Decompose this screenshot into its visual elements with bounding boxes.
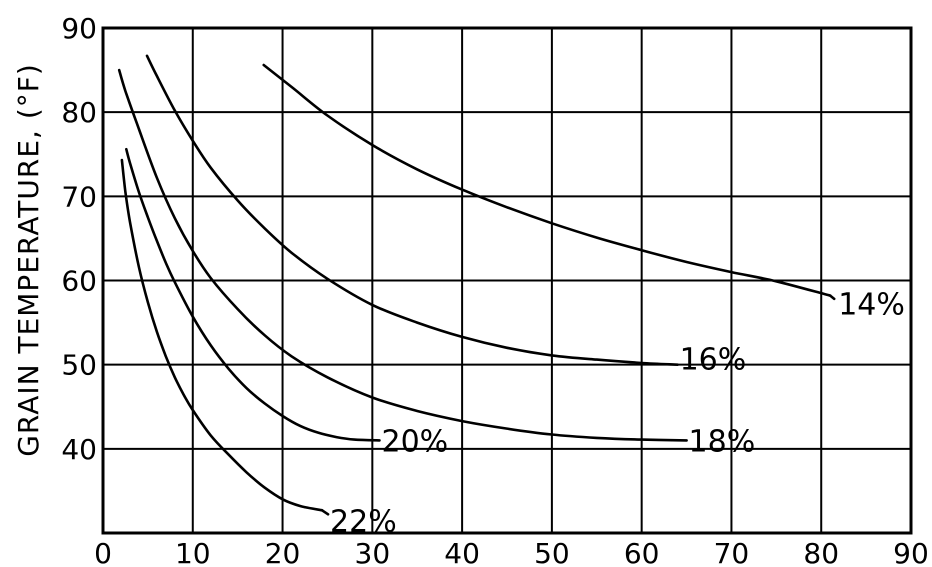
series-labels: 14%16%18%20%22% xyxy=(320,288,905,539)
x-tick-label-10: 10 xyxy=(175,537,211,567)
series-label-20-percent: 20% xyxy=(382,424,449,459)
y-tick-label-70: 70 xyxy=(61,180,97,213)
x-tick-label-50: 50 xyxy=(534,537,570,567)
y-tick-label-50: 50 xyxy=(61,349,97,382)
curve-20-percent xyxy=(125,147,381,442)
curves xyxy=(117,54,832,512)
y-axis-title: GRAIN TEMPERATURE, (°F) xyxy=(12,63,45,457)
x-tick-label-60: 60 xyxy=(624,537,660,567)
x-tick-label-30: 30 xyxy=(355,537,391,567)
plot-frame xyxy=(101,26,913,535)
x-tick-labels: 0 10 20 30 40 50 60 70 80 90 xyxy=(94,537,929,567)
y-tick-label-80: 80 xyxy=(61,96,97,129)
series-label-18-percent: 18% xyxy=(689,424,756,459)
grid xyxy=(103,28,911,533)
x-tick-label-70: 70 xyxy=(714,537,750,567)
curve-22-percent xyxy=(120,158,324,512)
y-tick-label-40: 40 xyxy=(61,433,97,466)
x-tick-label-90: 90 xyxy=(893,537,929,567)
curve-14-percent xyxy=(262,63,832,297)
x-tick-label-20: 20 xyxy=(265,537,301,567)
leader-14-percent xyxy=(828,294,836,301)
series-label-14-percent: 14% xyxy=(838,288,905,323)
y-tick-label-60: 60 xyxy=(61,265,97,298)
x-tick-label-40: 40 xyxy=(444,537,480,567)
curve-18-percent xyxy=(117,68,688,442)
curve-16-percent xyxy=(145,54,679,366)
x-tick-label-80: 80 xyxy=(803,537,839,567)
y-tick-labels: 40 50 60 70 80 90 xyxy=(61,12,97,466)
y-tick-label-90: 90 xyxy=(61,12,97,45)
series-label-16-percent: 16% xyxy=(680,343,747,378)
leader-22-percent xyxy=(320,508,330,516)
x-tick-label-0: 0 xyxy=(94,537,112,567)
